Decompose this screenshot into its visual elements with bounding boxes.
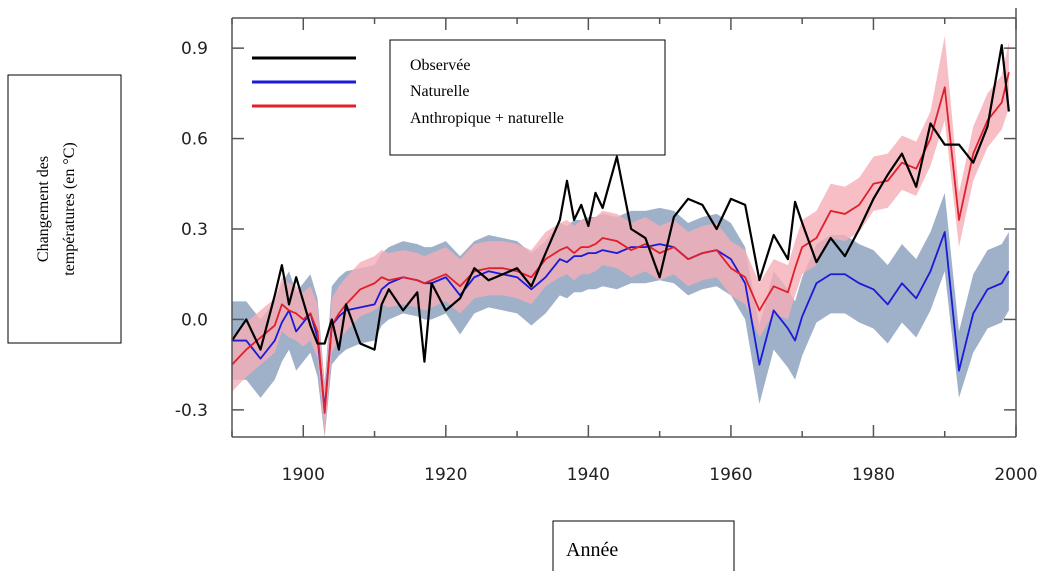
uncertainty-bands bbox=[232, 36, 1009, 437]
y-axis-label-line1: Changement des bbox=[35, 156, 52, 262]
axis-ticks: -0.3 0.0 0.3 0.6 0.9 1900 1920 1940 1960 1980 2000 bbox=[175, 18, 1038, 485]
band-anthropogenic bbox=[232, 36, 1009, 434]
x-tick-label: 1920 bbox=[424, 465, 467, 485]
series-lines bbox=[231, 44, 1010, 414]
x-tick-label: 2000 bbox=[994, 465, 1037, 485]
x-tick-label: 1980 bbox=[852, 465, 895, 485]
y-tick-label: 0.6 bbox=[181, 130, 208, 150]
x-tick-label: 1900 bbox=[282, 465, 325, 485]
legend-label-anthropogenic: Anthropique + naturelle bbox=[410, 110, 564, 127]
legend-label-natural: Naturelle bbox=[410, 83, 470, 100]
series-line-observed bbox=[231, 44, 1010, 363]
x-tick-label: 1960 bbox=[709, 465, 752, 485]
y-tick-label: 0.9 bbox=[181, 39, 208, 59]
x-axis-label-text: Année bbox=[566, 539, 618, 561]
y-axis-label-box bbox=[7, 74, 122, 344]
x-axis-label-box bbox=[552, 520, 735, 571]
series-line-anthropogenic bbox=[231, 72, 1010, 414]
legend-box bbox=[389, 39, 666, 156]
y-tick-label: 0.3 bbox=[181, 220, 208, 240]
y-tick-label: -0.3 bbox=[175, 401, 208, 421]
legend: Observée Naturelle Anthropique + naturel… bbox=[252, 39, 666, 156]
x-axis-label: Année bbox=[552, 520, 735, 571]
x-tick-label: 1940 bbox=[567, 465, 610, 485]
y-tick-label: 0.0 bbox=[181, 310, 208, 330]
plot-frame bbox=[231, 8, 1017, 438]
legend-label-observed: Observée bbox=[410, 57, 470, 74]
y-axis-label: Changement des températures (en °C) bbox=[7, 74, 122, 344]
y-axis-label-line2: températures (en °C) bbox=[61, 142, 78, 275]
